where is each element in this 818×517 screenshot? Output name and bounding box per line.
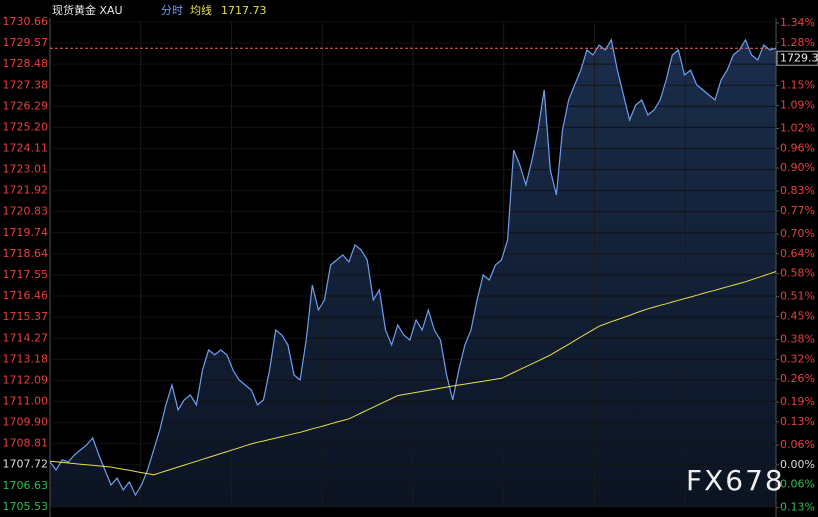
y-tick-label: 1714.27: [3, 331, 49, 344]
y2-tick-label: 1.34%: [780, 16, 815, 29]
y2-tick-label: 0.13%: [780, 501, 815, 514]
price-line: [49, 38, 777, 497]
y-tick-label: 1725.20: [3, 120, 49, 133]
y2-tick-label: 0.70%: [780, 227, 815, 240]
y-tick-label: 1723.01: [3, 163, 49, 176]
average-value: 1717.73: [221, 4, 267, 17]
y2-tick-label: 0.96%: [780, 141, 815, 154]
y2-tick-label: 1.28%: [780, 36, 815, 49]
y-tick-label: 1709.90: [3, 416, 49, 429]
y2-tick-label: 0.38%: [780, 333, 815, 346]
average-line: [49, 271, 777, 476]
y2-tick-label: 0.00%: [780, 458, 815, 471]
y2-tick-label: 0.26%: [780, 372, 815, 385]
y2-tick-label: 0.51%: [780, 290, 815, 303]
last-price-box: [776, 50, 818, 66]
y2-tick-label: 0.45%: [780, 309, 815, 322]
y-tick-label: 1730.66: [3, 15, 49, 28]
y-tick-label: 1720.83: [3, 205, 49, 218]
y-tick-label: 1706.63: [3, 479, 49, 492]
legend-price: 分时: [161, 4, 183, 17]
y2-tick-label: 0.32%: [780, 352, 815, 365]
last-price-label: 1729.3: [780, 52, 818, 65]
y-tick-label: 1728.48: [3, 57, 49, 70]
chart-title: 现货黄金 XAU: [52, 3, 123, 17]
y2-tick-label: 0.13%: [780, 415, 815, 428]
watermark: FX678: [686, 464, 785, 497]
legend-average: 均线: [190, 3, 212, 17]
y-tick-label: 1712.09: [3, 373, 49, 386]
y2-tick-label: 1.02%: [780, 121, 815, 134]
y-tick-label: 1716.46: [3, 289, 49, 302]
y2-tick-label: 0.83%: [780, 184, 815, 197]
y-tick-label: 1717.55: [3, 268, 49, 281]
y-tick-label: 1721.92: [3, 184, 49, 197]
y2-tick-label: 0.90%: [780, 161, 815, 174]
y-tick-label: 1727.38: [3, 78, 49, 91]
y2-tick-label: 0.06%: [780, 438, 815, 451]
y-tick-label: 1724.11: [3, 141, 49, 154]
y-tick-label: 1719.74: [3, 226, 49, 239]
y-tick-label: 1729.57: [3, 36, 49, 49]
y-tick-label: 1711.00: [3, 394, 49, 407]
y2-tick-label: 0.06%: [780, 478, 815, 491]
y2-tick-label: 0.64%: [780, 247, 815, 260]
y-tick-label: 1715.37: [3, 310, 49, 323]
y2-tick-label: 1.15%: [780, 79, 815, 92]
y-tick-label: 1708.81: [3, 437, 49, 450]
y-tick-label: 1707.72: [3, 458, 49, 471]
y2-tick-label: 0.77%: [780, 204, 815, 217]
y-tick-label: 1718.64: [3, 247, 49, 260]
y-tick-label: 1705.53: [3, 500, 49, 513]
y2-tick-label: 1.09%: [780, 98, 815, 111]
y-tick-label: 1726.29: [3, 99, 49, 112]
y2-tick-label: 0.19%: [780, 395, 815, 408]
y2-tick-label: 0.58%: [780, 267, 815, 280]
y-tick-label: 1713.18: [3, 352, 49, 365]
